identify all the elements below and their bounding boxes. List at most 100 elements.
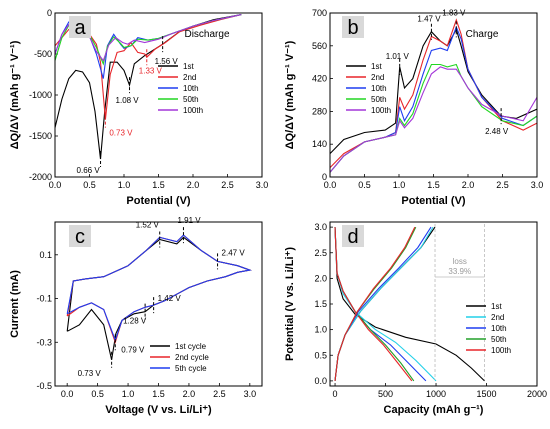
y-tick-label: 280 — [312, 106, 327, 116]
x-tick-label: 1.5 — [152, 389, 165, 399]
x-tick-label: 2.5 — [213, 389, 226, 399]
x-tick-label: 2.5 — [221, 180, 234, 190]
legend-label: 50th — [371, 95, 387, 104]
x-tick-label: 1.5 — [427, 180, 440, 190]
y-tick-label: 1.5 — [314, 299, 327, 309]
legend-label: 10th — [491, 324, 507, 333]
y-tick-label: 0.0 — [314, 376, 327, 386]
y-tick-label: 2.0 — [314, 273, 327, 283]
legend-label: 1st — [491, 302, 502, 311]
legend-label: 1st — [371, 62, 382, 71]
y-tick-label: -0.1 — [36, 294, 52, 304]
annotation-label: 1.01 V — [386, 52, 410, 61]
legend-label: 1st cycle — [175, 342, 207, 351]
panel-letter-bg — [69, 225, 91, 247]
panel-letter-bg — [342, 225, 364, 247]
x-tick-label: 1.0 — [393, 180, 406, 190]
y-tick-label: -500 — [34, 49, 52, 59]
y-tick-label: 560 — [312, 41, 327, 51]
legend: 1st 2nd 10th 50th 100th — [158, 62, 203, 115]
x-tick-label: 0.5 — [91, 389, 104, 399]
plot-area — [330, 18, 537, 173]
annotation-label: 0.73 V — [78, 369, 102, 378]
x-tick-label: 3.0 — [244, 389, 257, 399]
y-tick-label: -1500 — [29, 131, 52, 141]
annotation-label: 0.73 V — [109, 129, 133, 138]
x-axis-label: Potential (V) — [401, 195, 466, 207]
charge-line-5 — [334, 226, 416, 381]
series-line-5 — [334, 227, 413, 382]
annotation-label: 1.83 V — [442, 8, 466, 17]
legend-label: 1st — [183, 62, 194, 71]
legend-label: 10th — [183, 84, 199, 93]
legend: 1st 2nd 10th 50th 100th — [466, 302, 511, 355]
x-tick-label: 2.0 — [183, 389, 196, 399]
x-tick-label: 1.0 — [122, 389, 135, 399]
legend: 1st 2nd 10th 50th 100th — [346, 62, 391, 115]
y-axis-label: ΔQ/ΔV (mAh g⁻¹ V⁻¹) — [284, 40, 296, 149]
legend-label: 5th cycle — [175, 364, 207, 373]
annotation-label: 1.47 V — [417, 15, 441, 24]
x-tick-label: 0.0 — [49, 180, 62, 190]
x-axis-label: Capacity (mAh g⁻¹) — [384, 404, 484, 416]
legend-label: 100th — [371, 106, 391, 115]
y-tick-label: -2000 — [29, 172, 52, 182]
loss-label: loss — [453, 257, 467, 266]
legend-label: 2nd — [491, 313, 504, 322]
y-tick-label: 700 — [312, 8, 327, 18]
x-axis-label: Potential (V) — [126, 195, 191, 207]
legend: 1st cycle 2nd cycle 5th cycle — [150, 342, 209, 373]
annotation-label: 2.47 V — [222, 248, 246, 257]
x-tick-label: 0.0 — [324, 180, 337, 190]
x-tick-label: 2.0 — [462, 180, 475, 190]
y-tick-label: 0.1 — [39, 250, 52, 260]
panel-letter: d — [347, 226, 358, 248]
plot-area — [66, 227, 252, 368]
y-tick-label: -0.5 — [36, 381, 52, 391]
annotation-label: 1.91 V — [177, 216, 201, 225]
legend-label: 100th — [491, 346, 511, 355]
x-tick-label: 1500 — [476, 389, 496, 399]
legend-label: 2nd — [183, 73, 196, 82]
y-tick-label: -1000 — [29, 90, 52, 100]
legend-label: 50th — [491, 335, 507, 344]
annotation-label: 2.48 V — [485, 127, 509, 136]
series-line-1 — [334, 227, 485, 382]
annotation-label: 1.52 V — [136, 220, 160, 229]
panel-b: 0.0 0.5 1.0 1.5 2.0 2.5 3.0 0 140 280 420 560 700 b Ch… — [284, 8, 543, 207]
plot-frame — [329, 221, 538, 387]
annotation-label: 1.56 V — [155, 57, 179, 66]
x-tick-label: 3.0 — [531, 180, 544, 190]
x-tick-label: 1000 — [426, 389, 446, 399]
x-tick-label: 0 — [333, 389, 338, 399]
panel-title: Charge — [466, 29, 499, 40]
annotation-label: 1.08 V — [116, 96, 140, 105]
annotation-label: 0.79 V — [121, 345, 145, 354]
y-tick-label: 420 — [312, 74, 327, 84]
panel-letter: a — [74, 17, 86, 39]
panel-c: 0.0 0.5 1.0 1.5 2.0 2.5 3.0 0.1 -0.1 -0.3 -0.5 c Vol… — [9, 216, 263, 416]
y-axis-label: ΔQ/ΔV (mAh g⁻¹ V⁻¹) — [9, 40, 21, 149]
annotation-label: 0.66 V — [77, 166, 101, 175]
y-tick-label: 140 — [312, 139, 327, 149]
plot-frame — [329, 12, 538, 178]
panel-letter: c — [75, 226, 85, 248]
y-tick-label: 0.5 — [314, 350, 327, 360]
y-tick-label: -0.3 — [36, 337, 52, 347]
panel-d: 0 500 1000 1500 2000 0.0 0.5 1.0 1.5 2.0 2.5 3.0 d Ca… — [284, 221, 547, 416]
y-axis-label: Current (mA) — [9, 270, 21, 338]
legend-label: 100th — [183, 106, 203, 115]
x-tick-label: 0.0 — [61, 389, 74, 399]
annotation-label: 1.42 V — [158, 294, 182, 303]
x-tick-label: 0.5 — [358, 180, 371, 190]
y-axis-label: Potential (V vs. Li/Li⁺) — [284, 247, 296, 361]
legend-label: 10th — [371, 84, 387, 93]
x-tick-label: 1.5 — [152, 180, 165, 190]
legend-label: 50th — [183, 95, 199, 104]
annotation-label: 1.28 V — [123, 317, 147, 326]
x-tick-label: 500 — [378, 389, 393, 399]
panel-a: 0.0 0.5 1.0 1.5 2.0 2.5 3.0 0 -500 -1000 -1500 -200… — [9, 8, 268, 207]
panel-letter: b — [347, 17, 358, 39]
y-tick-label: 1.0 — [314, 325, 327, 335]
legend-label: 2nd cycle — [175, 353, 209, 362]
